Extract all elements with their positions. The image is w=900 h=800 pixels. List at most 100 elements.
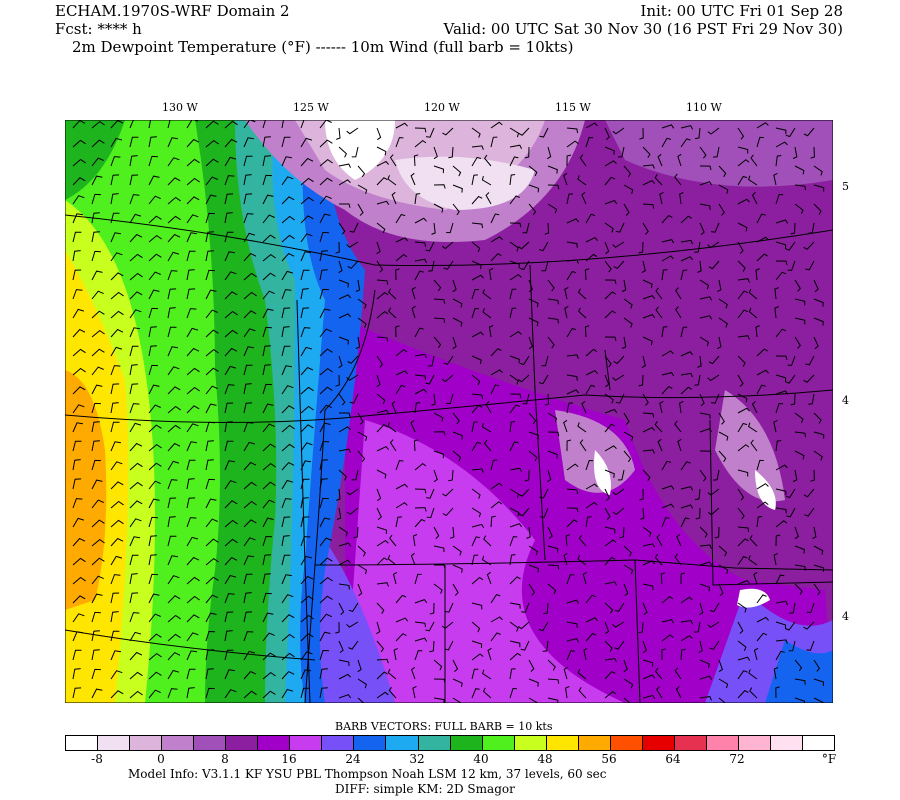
wind-barb [335, 374, 340, 387]
wind-barb [787, 260, 796, 271]
wind-barb [680, 138, 691, 148]
wind-barb [714, 526, 720, 539]
wind-barb [412, 685, 417, 699]
wind-barb [471, 307, 480, 319]
wind-barb [756, 501, 769, 509]
wind-barb [488, 268, 494, 281]
wind-barb [376, 557, 388, 566]
wind-barb [300, 233, 313, 243]
wind-barb [376, 177, 388, 186]
wind-barb [711, 393, 720, 404]
wind-barb [737, 444, 750, 452]
wind-barb [72, 308, 85, 319]
wind-barb [471, 668, 479, 680]
wind-barb [547, 659, 556, 671]
wind-barb [72, 498, 83, 509]
wind-barb [262, 403, 274, 414]
wind-barb [72, 328, 86, 338]
wind-barb [281, 215, 295, 224]
wind-barb [509, 536, 518, 547]
wind-barb [186, 595, 200, 604]
wind-barb [803, 488, 815, 498]
wind-barb [72, 289, 83, 300]
wind-barb [335, 621, 340, 634]
wind-barb [623, 431, 634, 441]
wind-barb [186, 214, 199, 224]
wind-barb [585, 501, 598, 509]
diffusion-info: DIFF: simple KM: 2D Smagor [335, 782, 515, 796]
wind-barb [737, 602, 747, 613]
wind-barb [376, 291, 389, 300]
wind-barb [441, 241, 454, 250]
wind-barb [357, 450, 366, 463]
wind-barb [614, 602, 625, 612]
wind-barb [582, 571, 587, 585]
wind-barb [509, 523, 523, 528]
wind-barb [148, 345, 157, 357]
wind-barb [751, 401, 758, 414]
wind-barb [813, 659, 821, 672]
wind-barb [490, 384, 500, 395]
wind-barb [544, 222, 550, 235]
wind-barb [623, 203, 630, 216]
wind-barb [577, 288, 587, 300]
wind-barb [262, 554, 271, 566]
wind-barb [376, 671, 388, 680]
wind-barb [547, 184, 560, 190]
wind-barb [803, 241, 815, 250]
wind-barb [425, 241, 435, 252]
wind-barb [813, 697, 824, 703]
wind-barb [471, 156, 482, 167]
wind-barb [110, 232, 121, 243]
colorbar-swatch [290, 736, 323, 750]
wind-barb [737, 241, 744, 254]
wind-barb [281, 176, 294, 186]
wind-barb [414, 507, 427, 512]
wind-barb [718, 545, 728, 557]
wind-barb [775, 639, 788, 644]
wind-barb [471, 174, 478, 186]
wind-barb [674, 667, 682, 680]
wind-barb [585, 632, 597, 642]
wind-barb [433, 317, 446, 323]
wind-barb [262, 632, 275, 642]
wind-barb [72, 177, 86, 186]
wind-barb [654, 553, 663, 566]
wind-barb [813, 298, 824, 307]
wind-barb [794, 545, 805, 554]
wind-barb [623, 659, 628, 673]
wind-barb [613, 355, 625, 365]
wind-barb [414, 388, 427, 395]
wind-barb [449, 526, 455, 539]
wind-barb [699, 675, 713, 680]
wind-barb [528, 659, 535, 672]
wind-barb [338, 163, 352, 168]
wind-barb [319, 459, 328, 471]
wind-barb [91, 402, 101, 414]
wind-barb [72, 120, 86, 129]
wind-barb [490, 632, 501, 642]
wind-barb [699, 315, 713, 320]
wind-barb [319, 649, 330, 661]
wind-barb [319, 195, 332, 205]
wind-barb [517, 621, 530, 630]
wind-barb [471, 576, 484, 585]
wind-barb [300, 120, 305, 129]
wind-barb [642, 146, 651, 158]
wind-barb [167, 479, 178, 490]
wind-barb [395, 460, 404, 471]
wind-barb [300, 157, 314, 167]
wind-barb [300, 555, 312, 566]
wind-barb [148, 480, 161, 490]
wind-barb [224, 480, 237, 490]
wind-barb [357, 431, 368, 442]
wind-barb [224, 138, 238, 148]
wind-barb [262, 120, 266, 129]
wind-barb [129, 592, 139, 604]
wind-barb [148, 155, 158, 167]
wind-barb [612, 374, 625, 381]
wind-barb [585, 516, 592, 528]
wind-barb [319, 213, 331, 224]
wind-barb [412, 534, 418, 547]
wind-barb [72, 687, 82, 699]
